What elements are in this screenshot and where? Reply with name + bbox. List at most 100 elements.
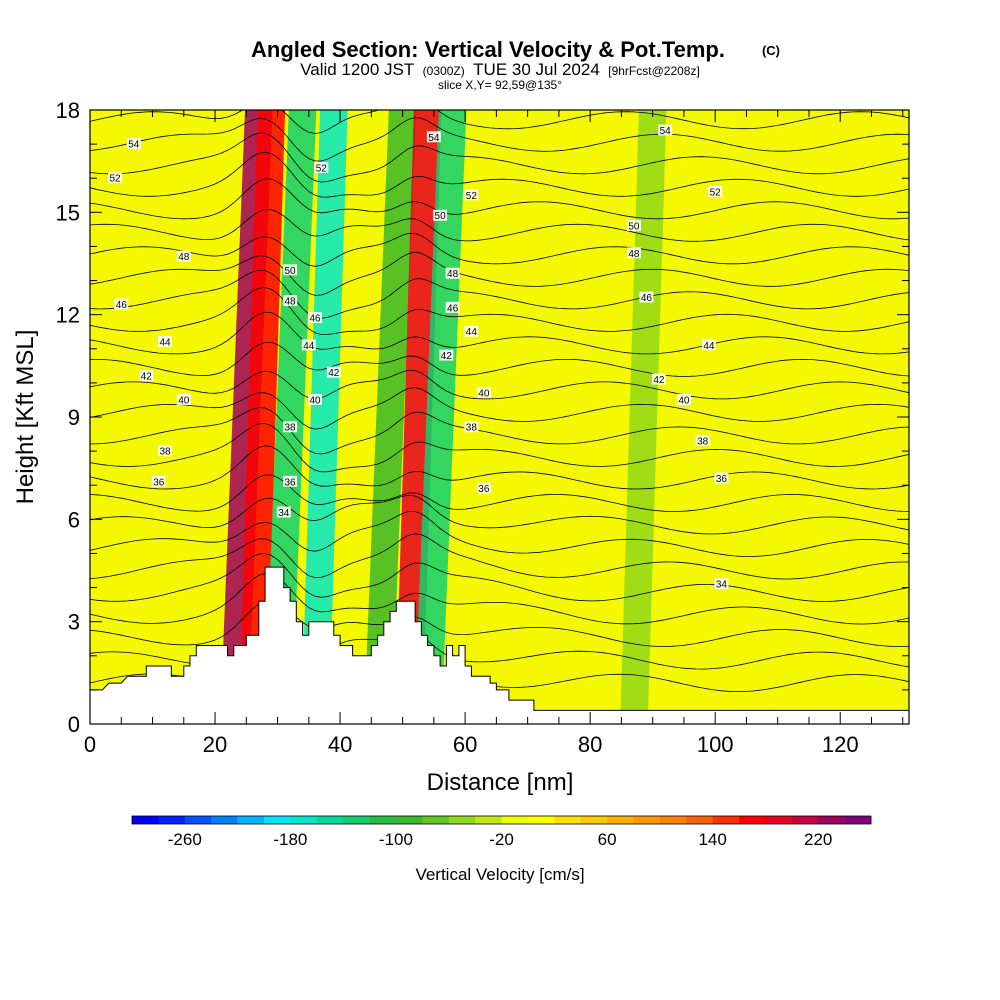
- colorbar-swatch: [316, 816, 344, 824]
- contour-label: 40: [176, 393, 191, 406]
- contour-label-text: 42: [653, 375, 665, 386]
- contour-label-box: [301, 339, 316, 351]
- isentrope-line: [90, 553, 909, 602]
- contour-label-box: [445, 301, 460, 313]
- contour-label: 50: [433, 209, 448, 222]
- contour-label-text: 36: [284, 477, 296, 488]
- contour-label-box: [701, 339, 716, 351]
- colorbar-swatch: [290, 816, 318, 824]
- colorbar: -260 -180 -100 -20 60 140 220: [131, 815, 872, 849]
- contour-label-text: 38: [284, 423, 296, 434]
- x-tick-label: 80: [578, 732, 602, 757]
- contour-label: 52: [108, 172, 123, 185]
- colorbar-tick-label: 60: [598, 830, 617, 849]
- contour-label-box: [433, 209, 448, 221]
- subtitle-forecast: [9hrFcst@2208z]: [608, 64, 700, 78]
- velocity-band: [238, 110, 286, 724]
- slice-info: slice X,Y= 92,59@135°: [438, 78, 562, 92]
- terrain-mask: [90, 566, 909, 724]
- colorbar-swatch: [791, 816, 819, 824]
- plot-area: 54 52 48 46 44 42 40 38 36 34 36 38 40 42 44 46 48 50 52 54…: [90, 110, 909, 724]
- contour-label-box: [714, 578, 729, 590]
- isentrope-line: [90, 151, 909, 198]
- contour-label-text: 52: [316, 163, 328, 174]
- title-mark: (C): [762, 43, 780, 58]
- contour-label: 44: [158, 335, 173, 348]
- contour-label: 44: [701, 339, 716, 352]
- contour-label-box: [308, 312, 323, 324]
- contour-label-text: 50: [628, 221, 640, 232]
- contour-label-text: 36: [716, 474, 728, 485]
- contour-label: 42: [139, 370, 154, 383]
- contour-label: 46: [308, 312, 323, 325]
- contour-label-box: [658, 124, 673, 136]
- colorbar-swatch: [554, 816, 581, 824]
- colorbar-swatch: [580, 816, 608, 824]
- colorbar-swatch: [395, 816, 423, 824]
- velocity-band: [363, 110, 417, 724]
- isentrope-line: [90, 494, 909, 535]
- colorbar-swatch: [844, 816, 872, 824]
- contour-label-box: [676, 393, 691, 405]
- isentrope-line: [90, 423, 909, 473]
- contour-label-text: 42: [141, 372, 153, 383]
- colorbar-tick-label: -180: [273, 830, 307, 849]
- contour-label-text: 44: [703, 341, 715, 352]
- colorbar-tick-label: 220: [804, 830, 832, 849]
- x-axis-label: Distance [nm]: [427, 769, 574, 796]
- contour-label-text: 42: [441, 351, 453, 362]
- contour-label-text: 36: [478, 484, 490, 495]
- contour-label-box: [114, 298, 129, 310]
- colorbar-swatch: [607, 816, 634, 824]
- isentrope-line: [90, 110, 909, 134]
- contour-label: 34: [714, 578, 729, 591]
- contour-label-box: [476, 482, 491, 494]
- colorbar-swatch: [712, 816, 740, 824]
- colorbar-tick-label: -260: [168, 830, 202, 849]
- contour-label-box: [476, 387, 491, 399]
- colorbar-swatch: [633, 816, 661, 824]
- x-tick-label: 120: [822, 732, 859, 757]
- contour-label: 44: [301, 339, 316, 352]
- isentrope-line: [90, 209, 909, 242]
- y-tick-label: 15: [56, 200, 80, 225]
- y-tick-label: 6: [68, 507, 80, 532]
- y-axis-label: Height [Kft MSL]: [12, 330, 39, 505]
- x-tick-label: 20: [203, 732, 227, 757]
- velocity-shading: [220, 110, 667, 724]
- contour-label-text: 38: [697, 436, 709, 447]
- contour-label: 40: [476, 387, 491, 400]
- isentrope-line: [90, 251, 909, 296]
- contour-label: 34: [276, 506, 291, 519]
- contour-label: 42: [439, 349, 454, 362]
- isentrope-line: [90, 311, 909, 355]
- contour-label-box: [714, 472, 729, 484]
- subtitle-utc-time: (0300Z): [423, 64, 465, 78]
- contour-label-text: 36: [153, 477, 165, 488]
- contour-label: 46: [114, 298, 129, 311]
- contour-label-box: [626, 247, 641, 259]
- isentrope-line: [90, 269, 909, 319]
- colorbar-swatch: [132, 816, 159, 824]
- y-tick-label: 3: [68, 610, 80, 635]
- isentrope-line: [90, 533, 909, 580]
- contour-label-text: 54: [428, 133, 440, 144]
- y-tick-label: 18: [56, 98, 80, 123]
- contour-label: 46: [445, 301, 460, 314]
- chart-subtitle: Valid 1200 JST (0300Z) TUE 30 Jul 2024 […: [300, 60, 700, 79]
- contour-label: 38: [695, 434, 710, 447]
- contour-label-box: [176, 250, 191, 262]
- contour-label: 52: [464, 189, 479, 202]
- velocity-band: [413, 110, 467, 724]
- colorbar-swatch: [527, 816, 555, 824]
- colorbar-swatch: [184, 816, 212, 824]
- contour-label-box: [708, 185, 723, 197]
- colorbar-swatch: [475, 816, 502, 824]
- colorbar-tick-label: -100: [379, 830, 413, 849]
- contour-label-text: 40: [310, 395, 322, 406]
- velocity-band: [620, 110, 667, 724]
- isentrope-line: [90, 342, 909, 377]
- contour-label-box: [108, 172, 123, 184]
- contour-label: 46: [639, 291, 654, 304]
